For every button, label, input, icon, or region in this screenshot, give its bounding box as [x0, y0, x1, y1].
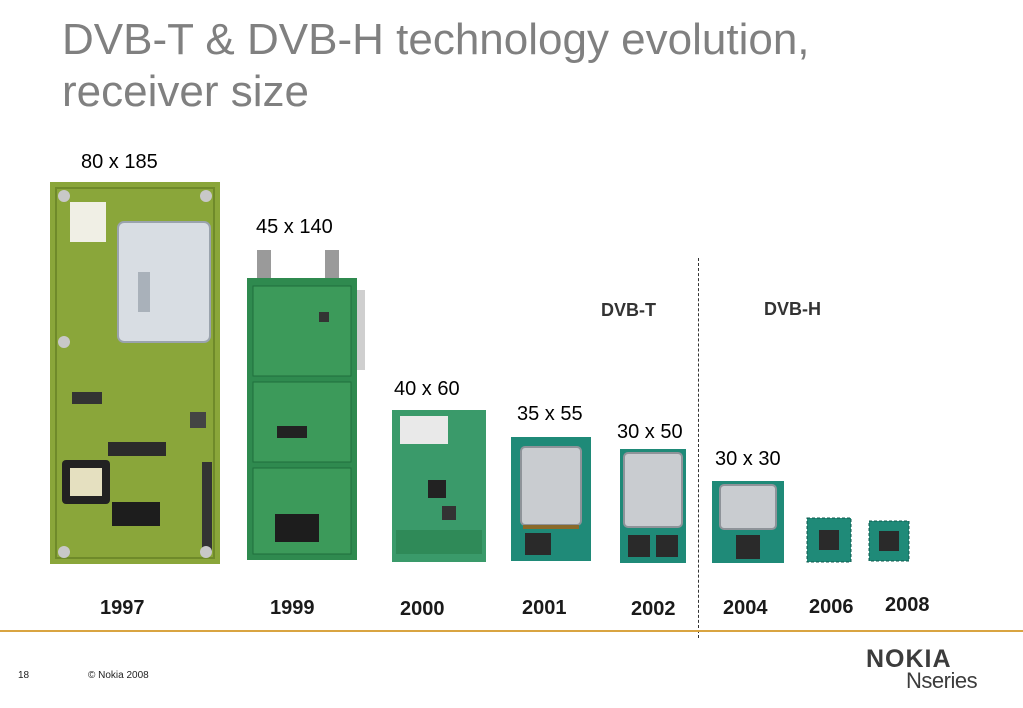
- title-line-2: receiver size: [62, 67, 309, 116]
- copyright-text: © Nokia 2008: [88, 670, 149, 681]
- year-label-2001: 2001: [522, 597, 567, 619]
- year-label-2002: 2002: [631, 598, 676, 620]
- dvb-h-label: DVB-H: [764, 299, 821, 319]
- receiver-module-2001: [511, 437, 591, 561]
- receiver-board-1999: [247, 250, 365, 560]
- receiver-module-2004: [712, 481, 784, 563]
- dvb-t-dvb-h-divider: [698, 258, 699, 638]
- year-label-2000: 2000: [400, 598, 445, 620]
- receiver-chip-2006: [806, 517, 852, 563]
- nokia-logo: NOKIA: [866, 645, 952, 673]
- dimension-label-2002: 30 x 50: [617, 421, 683, 443]
- slide-title: DVB-T & DVB-H technology evolution, rece…: [62, 14, 962, 118]
- receiver-board-1997: [50, 182, 220, 564]
- year-label-1999: 1999: [270, 597, 315, 619]
- nseries-logo: Nseries: [906, 668, 978, 693]
- footer-divider: [0, 630, 1023, 632]
- dimension-label-1997: 80 x 185: [81, 151, 158, 173]
- dimension-label-2000: 40 x 60: [394, 378, 460, 400]
- year-label-2004: 2004: [723, 597, 768, 619]
- dimension-label-1999: 45 x 140: [256, 216, 333, 238]
- page-number: 18: [18, 670, 30, 681]
- dimension-label-2001: 35 x 55: [517, 403, 583, 425]
- year-label-2008: 2008: [885, 594, 930, 616]
- receiver-chip-2008: [868, 520, 910, 562]
- title-line-1: DVB-T & DVB-H technology evolution,: [62, 15, 810, 64]
- receiver-module-2002: [620, 449, 686, 563]
- year-label-2006: 2006: [809, 596, 854, 618]
- dvb-t-label: DVB-T: [601, 300, 656, 320]
- dimension-label-2004: 30 x 30: [715, 448, 781, 470]
- year-label-1997: 1997: [100, 597, 145, 619]
- receiver-board-2000: [392, 410, 486, 562]
